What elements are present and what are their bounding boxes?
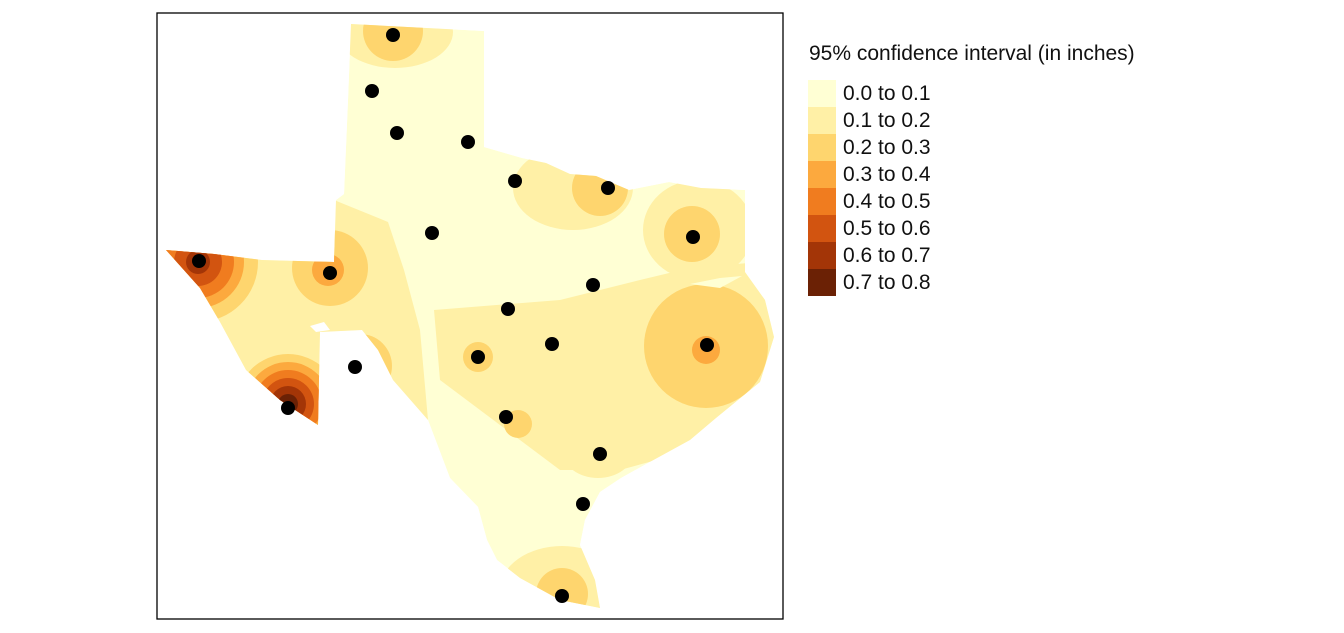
station-point bbox=[323, 266, 337, 280]
legend-label: 0.6 to 0.7 bbox=[843, 243, 931, 267]
station-point bbox=[499, 410, 513, 424]
station-point bbox=[386, 28, 400, 42]
legend-item: 0.5 to 0.6 bbox=[808, 215, 1135, 242]
legend-swatch bbox=[808, 269, 836, 296]
legend-swatch bbox=[808, 215, 836, 242]
station-point bbox=[686, 230, 700, 244]
station-point bbox=[501, 302, 515, 316]
legend-swatch bbox=[808, 242, 836, 269]
station-point bbox=[425, 226, 439, 240]
legend-swatch bbox=[808, 80, 836, 107]
legend-swatch bbox=[808, 161, 836, 188]
legend-label: 0.7 to 0.8 bbox=[843, 270, 931, 294]
station-point bbox=[576, 497, 590, 511]
legend-rows: 0.0 to 0.1 0.1 to 0.2 0.2 to 0.3 0.3 to 0.4… bbox=[808, 80, 1135, 296]
legend-item: 0.7 to 0.8 bbox=[808, 269, 1135, 296]
station-point bbox=[390, 126, 404, 140]
map-gap bbox=[310, 322, 330, 332]
legend-swatch bbox=[808, 107, 836, 134]
station-point bbox=[555, 589, 569, 603]
station-point bbox=[471, 350, 485, 364]
legend-label: 0.3 to 0.4 bbox=[843, 162, 931, 186]
legend-title: 95% confidence interval (in inches) bbox=[809, 42, 1135, 65]
station-point bbox=[593, 447, 607, 461]
legend-item: 0.6 to 0.7 bbox=[808, 242, 1135, 269]
legend-label: 0.5 to 0.6 bbox=[843, 216, 931, 240]
legend-swatch bbox=[808, 188, 836, 215]
legend-label: 0.4 to 0.5 bbox=[843, 189, 931, 213]
station-point bbox=[545, 337, 559, 351]
station-point bbox=[700, 338, 714, 352]
station-point bbox=[461, 135, 475, 149]
station-point bbox=[601, 181, 615, 195]
legend-swatch bbox=[808, 134, 836, 161]
station-point bbox=[281, 401, 295, 415]
map-legend: 95% confidence interval (in inches) 0.0 … bbox=[808, 42, 1135, 296]
legend-item: 0.3 to 0.4 bbox=[808, 161, 1135, 188]
legend-label: 0.2 to 0.3 bbox=[843, 135, 931, 159]
station-point bbox=[348, 360, 362, 374]
station-point bbox=[192, 254, 206, 268]
legend-item: 0.2 to 0.3 bbox=[808, 134, 1135, 161]
station-point bbox=[508, 174, 522, 188]
station-point bbox=[586, 278, 600, 292]
legend-item: 0.1 to 0.2 bbox=[808, 107, 1135, 134]
low-pocket bbox=[690, 276, 742, 288]
legend-item: 0.4 to 0.5 bbox=[808, 188, 1135, 215]
legend-item: 0.0 to 0.1 bbox=[808, 80, 1135, 107]
legend-label: 0.1 to 0.2 bbox=[843, 108, 931, 132]
weather-stations bbox=[192, 28, 714, 603]
legend-label: 0.0 to 0.1 bbox=[843, 81, 931, 105]
station-point bbox=[365, 84, 379, 98]
